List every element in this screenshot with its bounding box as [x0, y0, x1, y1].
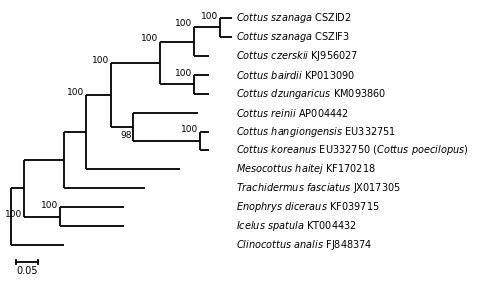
Text: 0.05: 0.05: [16, 266, 38, 276]
Text: $\it{Cottus\ dzungaricus}$ KM093860: $\it{Cottus\ dzungaricus}$ KM093860: [236, 87, 386, 101]
Text: $\it{Icelus\ spatula}$ KT004432: $\it{Icelus\ spatula}$ KT004432: [236, 219, 357, 233]
Text: $\it{Cottus\ reinii}$ AP004442: $\it{Cottus\ reinii}$ AP004442: [236, 106, 349, 119]
Text: 100: 100: [92, 56, 109, 65]
Text: $\it{Enophrys\ diceraus}$ KF039715: $\it{Enophrys\ diceraus}$ KF039715: [236, 200, 380, 214]
Text: $\it{Cottus\ szanaga}$ CSZID2: $\it{Cottus\ szanaga}$ CSZID2: [236, 11, 352, 25]
Text: $\it{Mesocottus\ haitej}$ KF170218: $\it{Mesocottus\ haitej}$ KF170218: [236, 162, 376, 176]
Text: $\it{Cottus\ czerskii}$ KJ956027: $\it{Cottus\ czerskii}$ KJ956027: [236, 49, 358, 63]
Text: 100: 100: [5, 210, 22, 219]
Text: 100: 100: [202, 12, 218, 21]
Text: 100: 100: [40, 201, 58, 210]
Text: $\it{Cottus\ hangiongensis}$ EU332751: $\it{Cottus\ hangiongensis}$ EU332751: [236, 124, 396, 139]
Text: $\it{Trachidermus\ fasciatus}$ JX017305: $\it{Trachidermus\ fasciatus}$ JX017305: [236, 181, 401, 195]
Text: 100: 100: [141, 35, 158, 44]
Text: $\it{Clinocottus\ analis}$ FJ848374: $\it{Clinocottus\ analis}$ FJ848374: [236, 238, 372, 252]
Text: 100: 100: [182, 125, 198, 134]
Text: 100: 100: [174, 19, 192, 28]
Text: 100: 100: [174, 69, 192, 78]
Text: 98: 98: [120, 131, 132, 140]
Text: $\it{Cottus\ koreanus}$ EU332750 ($\it{Cottus\ poecilopus}$): $\it{Cottus\ koreanus}$ EU332750 ($\it{C…: [236, 144, 468, 157]
Text: $\it{Cottus\ szanaga}$ CSZIF3: $\it{Cottus\ szanaga}$ CSZIF3: [236, 30, 350, 44]
Text: 100: 100: [68, 88, 84, 97]
Text: $\it{Cottus\ bairdii}$ KP013090: $\it{Cottus\ bairdii}$ KP013090: [236, 69, 356, 81]
